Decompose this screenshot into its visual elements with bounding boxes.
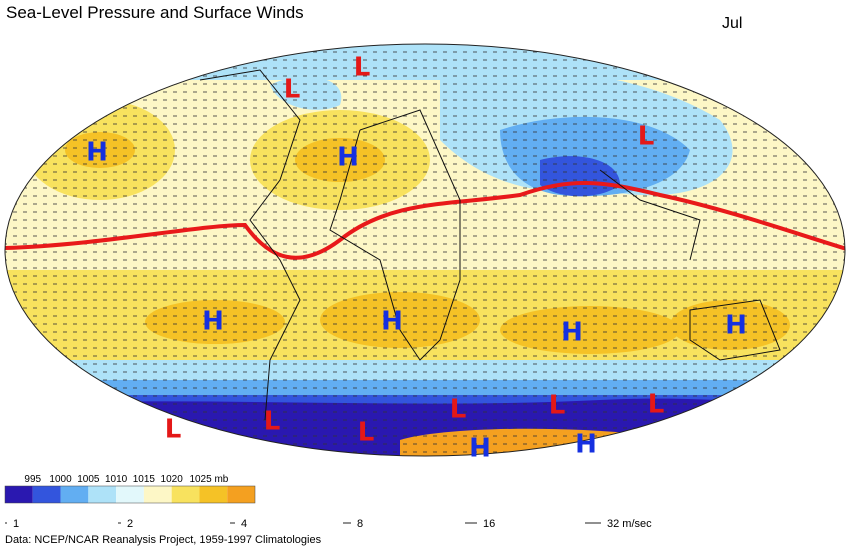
- high-center: H: [202, 307, 224, 337]
- pressure-label: 1010: [105, 474, 128, 485]
- high-center: H: [725, 311, 747, 341]
- wind-legend: 1 2 4 8 16 32 m/sec: [5, 518, 652, 530]
- wind-label: 8: [357, 518, 363, 530]
- low-center: L: [354, 53, 371, 83]
- high-center: H: [337, 143, 359, 173]
- wind-label: 4: [241, 518, 247, 530]
- globe-outline: [4, 43, 846, 457]
- pressure-label: 1000: [49, 474, 72, 485]
- pressure-legend: 995 1000 1005 1010 1015 1020 1025 mb: [4, 474, 256, 504]
- color-swatch: [143, 486, 172, 503]
- low-center: L: [549, 391, 566, 421]
- pressure-label: 1015: [133, 474, 156, 485]
- pressure-label: 995: [24, 474, 41, 485]
- high-center: H: [561, 318, 583, 348]
- low-center: L: [648, 390, 665, 420]
- color-swatch: [227, 486, 255, 503]
- color-swatch: [199, 486, 228, 503]
- pressure-centers: H L L H L H H H H L L L L L L H H: [86, 53, 747, 464]
- month: Jul: [722, 15, 742, 32]
- pressure-label: 1020: [161, 474, 184, 485]
- color-swatch: [32, 486, 61, 503]
- color-bar-border: [4, 485, 256, 504]
- wind-label: 16: [483, 518, 495, 530]
- wind-label: 2: [127, 518, 133, 530]
- source-note: Data: NCEP/NCAR Reanalysis Project, 1959…: [5, 534, 322, 546]
- high-center: H: [86, 138, 108, 168]
- pressure-label: 1005: [77, 474, 100, 485]
- low-center: L: [638, 122, 655, 152]
- color-swatch: [116, 486, 144, 503]
- color-swatch: [88, 486, 117, 503]
- low-center: L: [358, 418, 375, 448]
- low-center: L: [450, 395, 467, 425]
- wind-label: 32 m/sec: [607, 518, 652, 530]
- pressure-label: 1025 mb: [189, 474, 228, 485]
- low-center: L: [165, 415, 182, 445]
- low-center: L: [264, 407, 281, 437]
- high-center: H: [575, 430, 597, 460]
- title: Sea-Level Pressure and Surface Winds: [6, 3, 304, 22]
- high-center: H: [469, 434, 491, 464]
- low-center: L: [284, 75, 301, 105]
- color-swatch: [171, 486, 200, 503]
- high-center: H: [381, 307, 403, 337]
- color-swatch: [60, 486, 89, 503]
- wind-label: 1: [13, 518, 19, 530]
- color-swatch: [5, 486, 33, 503]
